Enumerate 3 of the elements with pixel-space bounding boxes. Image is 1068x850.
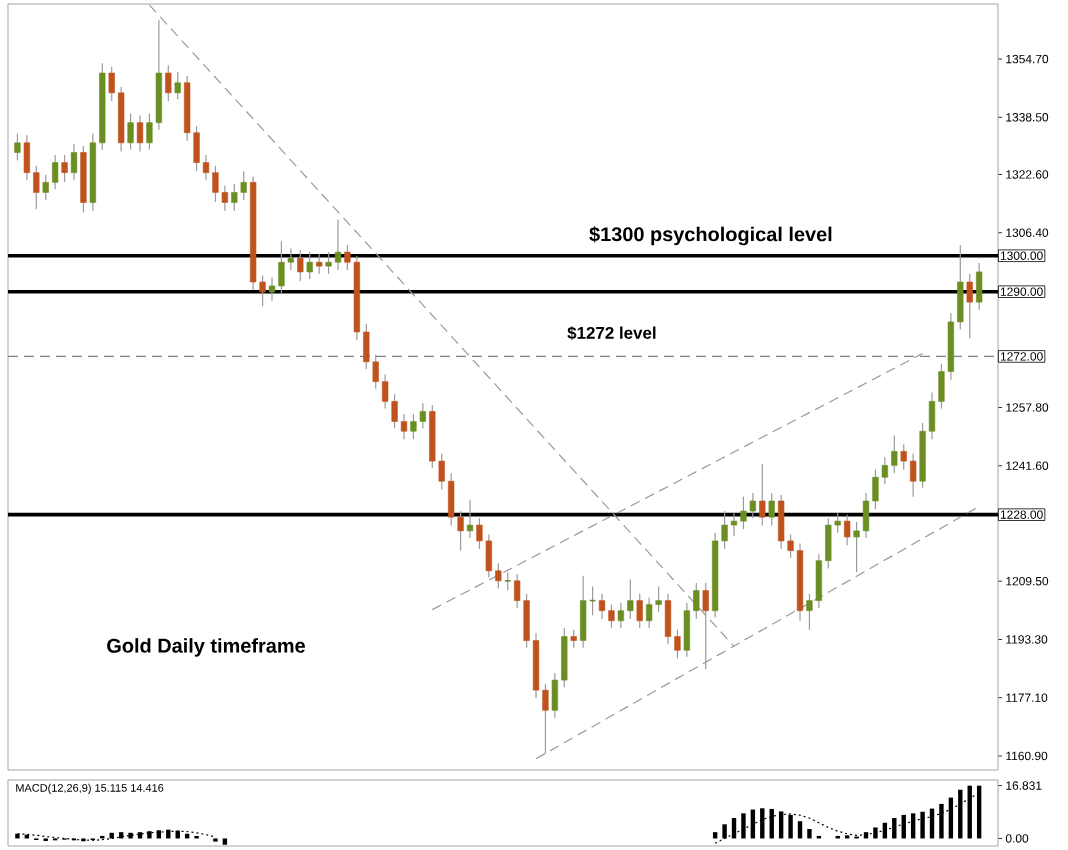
annotation: $1272 level bbox=[567, 326, 656, 341]
annotation: Gold Daily timeframe bbox=[107, 638, 305, 657]
annotation: $1300 psychological level bbox=[589, 226, 832, 246]
